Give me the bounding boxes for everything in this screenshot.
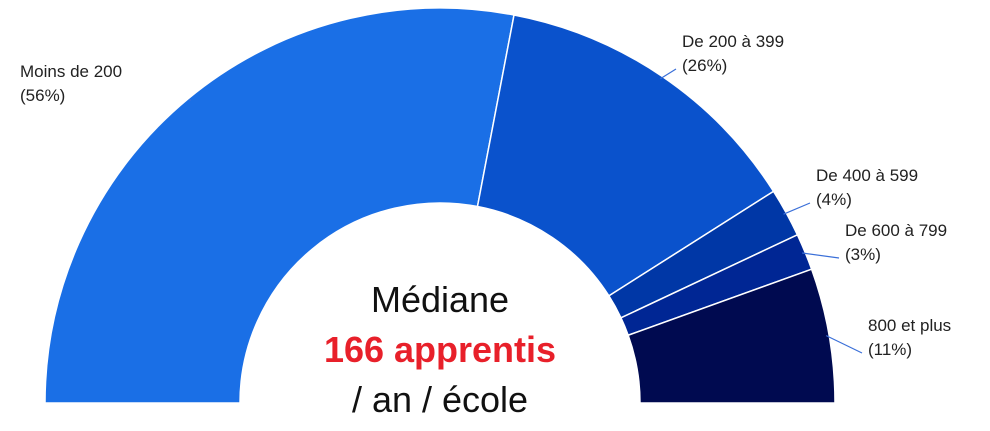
leader-line [660, 68, 677, 80]
slice-value-label: (3%) [845, 245, 881, 264]
slice-label: 800 et plus [868, 316, 951, 335]
slice-value-label: (4%) [816, 190, 852, 209]
center-line-1: Médiane [371, 279, 509, 320]
slice [627, 268, 836, 404]
slice-value-label: (11%) [868, 340, 912, 359]
slice-label: Moins de 200 [20, 62, 122, 81]
leader-line [802, 252, 840, 259]
slice-label: De 600 à 799 [845, 221, 947, 240]
leader-line [825, 335, 863, 354]
slice-value-label: (26%) [682, 56, 727, 75]
slice [476, 14, 775, 297]
leader-line [783, 202, 811, 215]
slice-label: De 200 à 399 [682, 32, 784, 51]
center-line-3: / an / école [352, 379, 528, 420]
center-line-2: 166 apprentis [324, 329, 556, 370]
slice-label: De 400 à 599 [816, 166, 918, 185]
slice-value-label: (56%) [20, 86, 65, 105]
slice [44, 7, 515, 404]
